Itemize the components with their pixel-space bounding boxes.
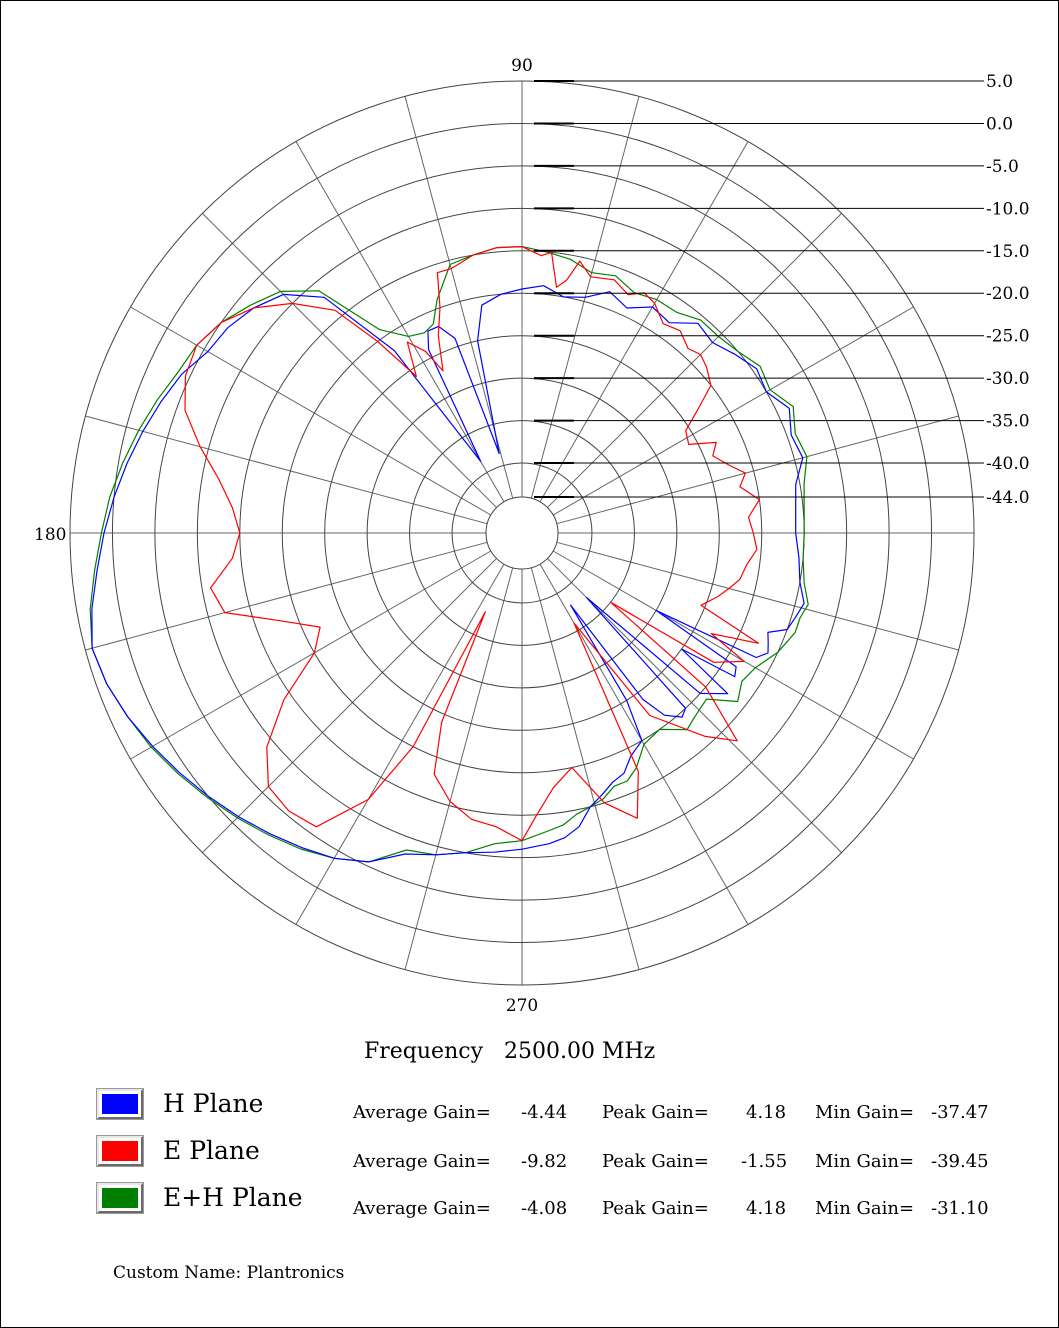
polar-chart: 5.0 0.0 -5.0 -10.0 -15.0 -20.0 -25.0 -30.0 -35.0…	[34, 56, 1030, 1016]
series-h-plane	[91, 285, 805, 863]
grid-ring	[196, 207, 848, 859]
radial-tick-label: -10.0	[986, 199, 1030, 219]
grid-spoke	[202, 558, 497, 853]
legend-swatch	[96, 1182, 144, 1214]
radial-tick-label: 0.0	[986, 114, 1013, 134]
peak-gain-label: Peak Gain=	[602, 1151, 709, 1172]
radial-tick-label: -20.0	[986, 284, 1030, 304]
legend-label: E Plane	[163, 1136, 260, 1165]
angle-label-270: 270	[506, 996, 538, 1016]
min-gain-value: -37.47	[931, 1102, 989, 1123]
grid-spoke	[404, 567, 514, 970]
grid-spoke	[295, 563, 505, 925]
angle-label-90: 90	[511, 56, 533, 76]
peak-gain-value: 4.18	[746, 1198, 787, 1219]
grid-spoke	[85, 541, 488, 651]
peak-gain-label: Peak Gain=	[602, 1102, 709, 1123]
grid-ring	[324, 335, 720, 731]
radial-tick-label: 5.0	[986, 72, 1013, 92]
peak-gain-value: 4.18	[746, 1102, 787, 1123]
custom-name: Custom Name: Plantronics	[113, 1263, 345, 1283]
radial-scale: 5.0 0.0 -5.0 -10.0 -15.0 -20.0 -25.0 -30.0 -35.0…	[534, 72, 1030, 508]
grid-ring	[281, 292, 763, 774]
grid-ring	[69, 80, 975, 986]
series-layer	[89, 246, 809, 863]
series-e-plane	[184, 246, 761, 842]
average-gain-label: Average Gain=	[353, 1151, 491, 1172]
grid-ring	[409, 420, 635, 646]
min-gain-label: Min Gain=	[815, 1151, 915, 1172]
legend-label: E+H Plane	[163, 1183, 303, 1212]
radial-tick-label: -40.0	[986, 454, 1030, 474]
grid-ring	[366, 377, 678, 689]
average-gain-label: Average Gain=	[353, 1198, 491, 1219]
polar-grid	[69, 80, 975, 986]
average-gain-label: Average Gain=	[353, 1102, 491, 1123]
average-gain-value: -4.08	[521, 1198, 568, 1219]
grid-spoke	[295, 141, 505, 503]
grid-ring	[451, 462, 593, 604]
radial-tick-label: -15.0	[986, 242, 1030, 262]
legend-label: H Plane	[163, 1089, 264, 1118]
average-gain-value: -9.82	[521, 1151, 568, 1172]
peak-gain-label: Peak Gain=	[602, 1198, 709, 1219]
grid-ring	[154, 165, 890, 901]
grid-spoke	[202, 213, 497, 508]
radial-tick-label: -25.0	[986, 327, 1030, 347]
frequency-label: Frequency	[364, 1039, 483, 1064]
radial-tick-label: -35.0	[986, 412, 1030, 432]
legend-swatch	[96, 1135, 144, 1167]
grid-spoke	[556, 541, 959, 651]
grid-spoke	[539, 141, 749, 503]
grid-spoke	[547, 558, 842, 853]
grid-spoke	[547, 213, 842, 508]
frequency-value: 2500.00 MHz	[503, 1039, 656, 1064]
radial-tick-label: -5.0	[986, 157, 1019, 177]
radial-tick-label: -30.0	[986, 369, 1030, 389]
grid-spoke	[530, 567, 640, 970]
min-gain-label: Min Gain=	[815, 1102, 915, 1123]
grid-ring-inner	[485, 496, 559, 570]
grid-spoke	[556, 415, 959, 525]
grid-spoke	[130, 550, 492, 760]
min-gain-value: -31.10	[931, 1198, 989, 1219]
peak-gain-value: -1.55	[741, 1151, 788, 1172]
average-gain-value: -4.44	[521, 1102, 568, 1123]
frequency-line: Frequency 2500.00 MHz	[364, 1039, 655, 1064]
angle-labels: 90 180 270	[34, 56, 538, 1016]
radial-tick-label: -44.0	[986, 488, 1030, 508]
legend-swatch	[96, 1088, 144, 1120]
min-gain-label: Min Gain=	[815, 1198, 915, 1219]
grid-spoke	[85, 415, 488, 525]
grid-ring	[111, 122, 933, 944]
angle-label-180: 180	[34, 525, 66, 545]
min-gain-value: -39.45	[931, 1151, 989, 1172]
grid-spoke	[130, 306, 492, 516]
grid-spoke	[552, 550, 914, 760]
grid-spoke	[552, 306, 914, 516]
series-eh-plane	[89, 246, 809, 863]
